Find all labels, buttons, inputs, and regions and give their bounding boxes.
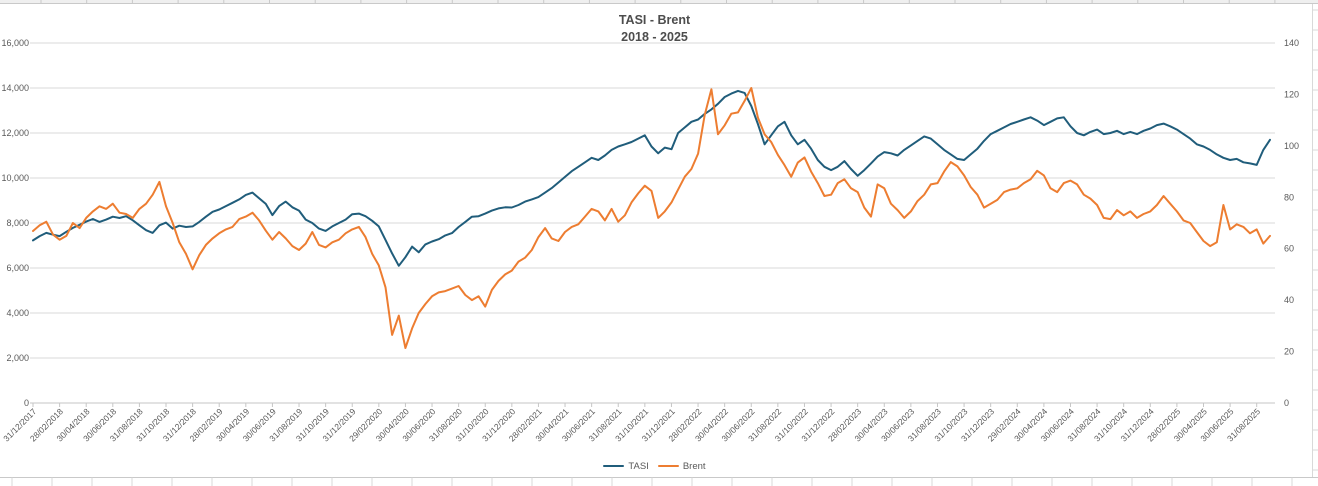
svg-text:6,000: 6,000 <box>6 263 29 273</box>
svg-text:20: 20 <box>1284 347 1294 357</box>
legend-item-tasi[interactable]: TASI <box>603 460 649 472</box>
x-axis-ticks <box>32 403 1258 407</box>
brent-legend-label: Brent <box>682 460 706 472</box>
svg-text:16,000: 16,000 <box>1 38 29 48</box>
svg-text:120: 120 <box>1284 89 1299 99</box>
svg-text:100: 100 <box>1284 141 1299 151</box>
svg-text:40: 40 <box>1284 295 1294 305</box>
svg-text:140: 140 <box>1284 38 1299 48</box>
brent-series-line[interactable] <box>32 87 1271 349</box>
chart-legend: TASI Brent <box>0 459 1309 473</box>
svg-text:12,000: 12,000 <box>1 128 29 138</box>
brent-legend-swatch <box>657 464 679 468</box>
svg-text:14,000: 14,000 <box>1 83 29 93</box>
svg-text:2,000: 2,000 <box>6 353 29 363</box>
svg-text:0: 0 <box>24 398 29 408</box>
left-axis-labels: 0 2,000 4,000 6,000 8,000 10,000 12,000 14,000 1… <box>1 38 29 408</box>
y-gridlines <box>30 42 1275 404</box>
svg-text:60: 60 <box>1284 244 1294 254</box>
svg-text:80: 80 <box>1284 192 1294 202</box>
svg-text:8,000: 8,000 <box>6 218 29 228</box>
tasi-legend-swatch <box>603 464 625 468</box>
right-axis-labels: 0 20 40 60 80 100 120 140 <box>1284 38 1299 408</box>
tasi-legend-label: TASI <box>628 460 649 472</box>
svg-text:10,000: 10,000 <box>1 173 29 183</box>
tasi-series-line[interactable] <box>32 89 1271 267</box>
chart-plot-background[interactable] <box>0 4 1309 477</box>
legend-item-brent[interactable]: Brent <box>657 460 706 472</box>
svg-text:4,000: 4,000 <box>6 308 29 318</box>
svg-text:0: 0 <box>1284 398 1289 408</box>
